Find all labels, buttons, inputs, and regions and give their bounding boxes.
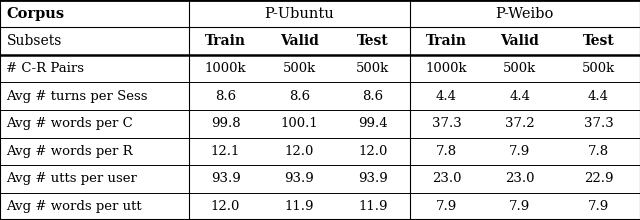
Text: Avg # words per R: Avg # words per R — [6, 145, 133, 158]
Text: P-Ubuntu: P-Ubuntu — [264, 7, 334, 21]
Text: Valid: Valid — [500, 34, 540, 48]
Text: 1000k: 1000k — [426, 62, 467, 75]
Text: 4.4: 4.4 — [588, 90, 609, 103]
Text: 93.9: 93.9 — [284, 172, 314, 185]
Text: 8.6: 8.6 — [215, 90, 236, 103]
Text: 11.9: 11.9 — [284, 200, 314, 213]
Text: 12.1: 12.1 — [211, 145, 240, 158]
Text: 93.9: 93.9 — [358, 172, 388, 185]
Text: 23.0: 23.0 — [431, 172, 461, 185]
Text: 99.4: 99.4 — [358, 117, 388, 130]
Text: P-Weibo: P-Weibo — [495, 7, 554, 21]
Text: 100.1: 100.1 — [280, 117, 318, 130]
Text: 500k: 500k — [504, 62, 536, 75]
Text: 11.9: 11.9 — [358, 200, 388, 213]
Text: Avg # utts per user: Avg # utts per user — [6, 172, 137, 185]
Text: 7.9: 7.9 — [588, 200, 609, 213]
Text: 4.4: 4.4 — [509, 90, 531, 103]
Text: Corpus: Corpus — [6, 7, 65, 21]
Text: 12.0: 12.0 — [358, 145, 387, 158]
Text: Subsets: Subsets — [6, 34, 62, 48]
Text: 500k: 500k — [283, 62, 316, 75]
Text: 22.9: 22.9 — [584, 172, 613, 185]
Text: 7.9: 7.9 — [509, 145, 531, 158]
Text: 8.6: 8.6 — [362, 90, 383, 103]
Text: Train: Train — [426, 34, 467, 48]
Text: 4.4: 4.4 — [436, 90, 457, 103]
Text: 8.6: 8.6 — [289, 90, 310, 103]
Text: 12.0: 12.0 — [211, 200, 240, 213]
Text: 99.8: 99.8 — [211, 117, 241, 130]
Text: 37.3: 37.3 — [431, 117, 461, 130]
Text: 7.8: 7.8 — [588, 145, 609, 158]
Text: 7.8: 7.8 — [436, 145, 457, 158]
Text: 7.9: 7.9 — [509, 200, 531, 213]
Text: 37.3: 37.3 — [584, 117, 613, 130]
Text: 23.0: 23.0 — [505, 172, 535, 185]
Text: 93.9: 93.9 — [211, 172, 241, 185]
Text: 37.2: 37.2 — [505, 117, 535, 130]
Text: # C-R Pairs: # C-R Pairs — [6, 62, 84, 75]
Text: Avg # turns per Sess: Avg # turns per Sess — [6, 90, 148, 103]
Text: Train: Train — [205, 34, 246, 48]
Text: 12.0: 12.0 — [285, 145, 314, 158]
Text: 1000k: 1000k — [205, 62, 246, 75]
Text: 500k: 500k — [356, 62, 389, 75]
Text: 7.9: 7.9 — [436, 200, 457, 213]
Text: Test: Test — [582, 34, 614, 48]
Text: Avg # words per utt: Avg # words per utt — [6, 200, 142, 213]
Text: Test: Test — [357, 34, 388, 48]
Text: Valid: Valid — [280, 34, 319, 48]
Text: Avg # words per C: Avg # words per C — [6, 117, 133, 130]
Text: 500k: 500k — [582, 62, 615, 75]
